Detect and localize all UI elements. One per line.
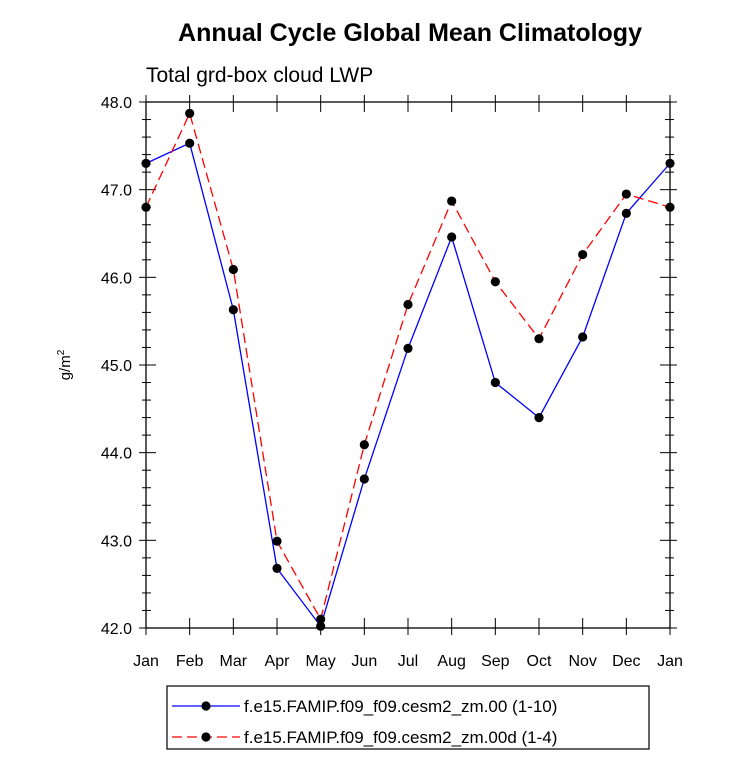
- series-1-point: [228, 305, 238, 315]
- x-tick-label: Jan: [657, 653, 683, 670]
- series-1-point: [621, 208, 631, 218]
- x-axis-labels: Jan Feb Mar Apr May Jun Jul Aug Sep Oct Nov Dec Jan: [133, 653, 683, 670]
- y-axis-label-superscript: 2: [56, 349, 67, 355]
- series-2-point: [578, 249, 588, 260]
- chart-subtitle: Total grd-box cloud LWP: [146, 64, 373, 87]
- y-tick-label: 42.0: [101, 621, 132, 638]
- series-line-2: [145, 111, 671, 621]
- series-2-point: [185, 108, 195, 118]
- y-tick-label: 43.0: [101, 533, 132, 550]
- legend-label-2: f.e15.FAMIP.f09_f09.cesm2_zm.00d (1-4): [244, 728, 557, 747]
- plot-frame: [145, 101, 671, 629]
- series-2-point: [621, 189, 631, 199]
- series-2-point: [228, 264, 238, 275]
- series-2-point: [359, 440, 369, 450]
- legend-box: [166, 685, 650, 750]
- x-tick-label: May: [306, 653, 336, 670]
- x-tick-label: Mar: [220, 653, 248, 670]
- x-tick-label: Jan: [133, 653, 159, 670]
- x-tick-label: Dec: [612, 653, 640, 670]
- series-2-point: [534, 334, 544, 344]
- x-tick-label: Apr: [265, 653, 291, 670]
- y-tick-label: 45.0: [101, 358, 132, 375]
- legend: f.e15.FAMIP.f09_f09.cesm2_zm.00 (1-10) f.…: [166, 685, 650, 750]
- series-layer: [141, 108, 675, 631]
- y-tick-label: 48.0: [101, 95, 132, 112]
- x-tick-label: Jun: [351, 653, 377, 670]
- y-tick-label: 46.0: [101, 270, 132, 287]
- series-1-point: [578, 332, 588, 342]
- series-2-point: [272, 536, 282, 546]
- series-1-point: [359, 474, 369, 484]
- series-1-point: [403, 343, 413, 353]
- axis-ticks: [139, 95, 677, 635]
- series-2-point: [447, 196, 457, 206]
- y-axis-labels: 42.0 43.0 44.0 45.0 46.0 47.0 48.0: [101, 95, 132, 638]
- series-2-point: [141, 202, 151, 212]
- x-tick-label: Aug: [437, 653, 465, 670]
- series-2-point: [490, 277, 500, 287]
- legend-label-1: f.e15.FAMIP.f09_f09.cesm2_zm.00 (1-10): [244, 697, 557, 716]
- series-1-point: [665, 158, 675, 168]
- legend-marker-2: [201, 732, 211, 742]
- x-tick-label: Nov: [568, 653, 596, 670]
- series-1-point: [490, 377, 500, 388]
- x-tick-label: Feb: [176, 653, 204, 670]
- series-1-point: [534, 413, 544, 423]
- legend-marker-1: [201, 701, 211, 711]
- series-1-point: [141, 158, 151, 168]
- y-tick-label: 47.0: [101, 183, 132, 200]
- series-1-point: [447, 232, 457, 242]
- series-2-point: [316, 614, 326, 624]
- series-1-point: [272, 563, 282, 573]
- series-2-point: [403, 299, 413, 310]
- x-tick-label: Sep: [481, 653, 510, 670]
- series-1-point: [185, 138, 195, 148]
- y-tick-label: 44.0: [101, 446, 132, 463]
- series-line-1: [145, 142, 671, 628]
- x-tick-label: Oct: [527, 653, 552, 670]
- series-2-point: [665, 202, 675, 212]
- y-axis-label-unit: g/m: [57, 355, 74, 380]
- chart-title: Annual Cycle Global Mean Climatology: [178, 19, 642, 47]
- series-1-point: [316, 621, 326, 631]
- y-axis-label: g/m2: [56, 349, 74, 380]
- x-tick-label: Jul: [398, 653, 418, 670]
